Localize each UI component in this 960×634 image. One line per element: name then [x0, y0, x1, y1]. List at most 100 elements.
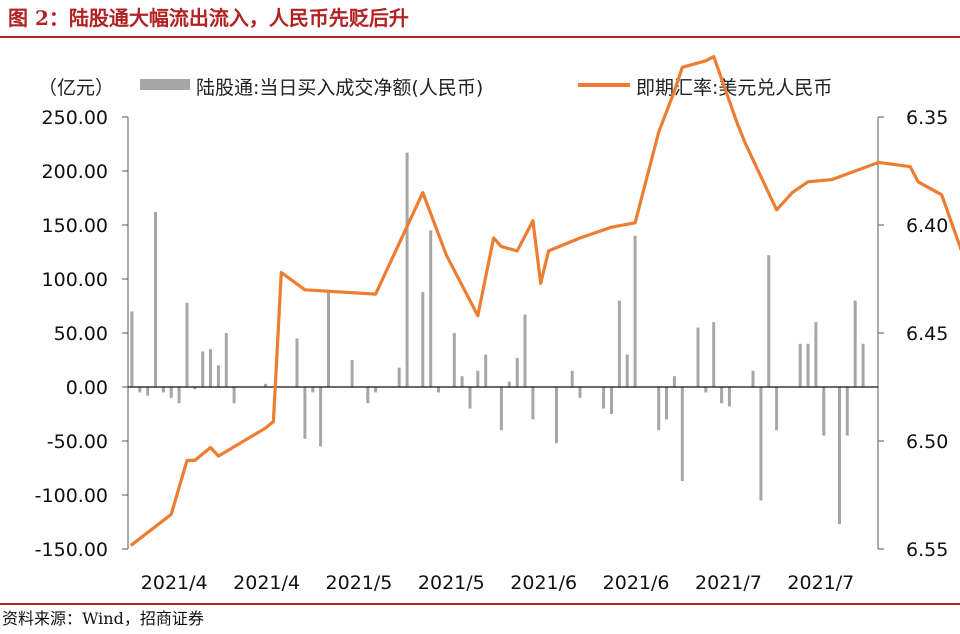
legend-bar-swatch: [140, 79, 190, 90]
data-bar: [602, 387, 606, 409]
right-y-axis: 6.35 6.40 6.45 6.50 6.55: [877, 107, 948, 561]
data-bar: [720, 387, 724, 404]
x-axis-tick-label: 2021/6: [510, 572, 577, 594]
data-bar: [845, 387, 849, 436]
data-bar: [798, 343, 802, 387]
legend-unit-label: （亿元）: [38, 77, 114, 99]
data-bar: [555, 387, 558, 444]
data-bar: [146, 387, 150, 396]
data-bar: [610, 387, 613, 414]
data-bar: [515, 357, 519, 387]
x-axis-tick-label: 2021/5: [418, 572, 485, 594]
x-axis-tick-label: 2021/7: [695, 572, 762, 594]
data-bar: [499, 387, 503, 431]
chart-title: 图 2：陆股通大幅流出流入，人民币先贬后升: [8, 6, 409, 30]
data-bar: [366, 387, 370, 404]
data-bar: [814, 322, 818, 387]
data-bar: [161, 387, 165, 393]
legend: （亿元） 陆股通:当日买入成交净额(人民币) 即期汇率:美元兑人民币: [38, 77, 832, 99]
data-bar: [216, 365, 220, 387]
data-bar: [727, 387, 731, 407]
data-bar: [704, 387, 708, 393]
right-axis-tick-label: 6.55: [906, 539, 948, 561]
data-bar: [201, 351, 205, 387]
data-bar: [193, 387, 197, 390]
data-bar: [625, 354, 629, 387]
data-bar: [759, 387, 763, 501]
data-bar: [209, 349, 212, 387]
right-axis-tick-label: 6.40: [906, 215, 948, 237]
x-axis-tick-label: 2021/5: [326, 572, 393, 594]
left-axis-tick-label: 250.00: [42, 107, 108, 129]
data-bar: [838, 387, 841, 525]
data-bar: [767, 255, 771, 387]
legend-bar-label: 陆股通:当日买入成交净额(人民币): [196, 77, 483, 99]
data-bar: [570, 370, 574, 387]
left-axis-tick-label: -50.00: [47, 431, 108, 453]
left-axis-tick-label: 200.00: [42, 161, 108, 183]
left-axis-tick-label: -150.00: [35, 539, 108, 561]
data-bar: [185, 302, 189, 387]
data-bar: [775, 387, 779, 431]
data-bar: [712, 322, 716, 387]
data-bar: [319, 387, 323, 447]
data-bar: [657, 387, 661, 431]
data-bar: [224, 333, 228, 387]
line-series: [130, 54, 960, 547]
data-bar: [429, 230, 433, 387]
data-bar: [468, 387, 472, 409]
data-bar: [476, 370, 480, 387]
data-bar: [665, 387, 668, 420]
data-bar: [484, 354, 488, 387]
data-bar: [397, 367, 401, 387]
title-rule: [0, 36, 960, 38]
footer-rule: [0, 603, 960, 605]
data-bar: [578, 387, 582, 398]
data-bar: [169, 387, 173, 398]
data-bar: [154, 212, 157, 387]
data-bar: [672, 376, 676, 387]
data-bar: [452, 333, 456, 387]
fx-rate-line: [130, 54, 960, 547]
data-bar: [374, 387, 378, 393]
data-bar: [507, 381, 511, 387]
chart-svg: （亿元） 陆股通:当日买入成交净额(人民币) 即期汇率:美元兑人民币 250.0…: [35, 54, 960, 594]
left-axis-tick-label: 100.00: [42, 269, 108, 291]
data-bar: [617, 300, 621, 387]
data-bar: [861, 343, 865, 387]
bar-series: [130, 152, 865, 525]
data-bar: [311, 387, 315, 393]
x-axis-tick-label: 2021/4: [233, 572, 300, 594]
right-axis-tick-label: 6.45: [906, 323, 948, 345]
source-note: 资料来源：Wind，招商证券: [2, 609, 204, 628]
data-bar: [264, 383, 268, 387]
data-bar: [138, 387, 142, 393]
data-bar: [751, 370, 755, 387]
left-y-axis: 250.00 200.00 150.00 100.00 50.00 0.00 -50.00 -…: [35, 107, 129, 561]
left-axis-tick-label: 0.00: [66, 377, 108, 399]
data-bar: [680, 387, 684, 481]
data-bar: [295, 338, 299, 387]
right-axis-tick-label: 6.35: [906, 107, 948, 129]
data-bar: [350, 360, 354, 387]
data-bar: [853, 300, 857, 387]
left-axis-tick-label: -100.00: [35, 485, 108, 507]
data-bar: [437, 387, 440, 393]
data-bar: [421, 292, 425, 387]
data-bar: [130, 311, 134, 387]
x-axis-tick-label: 2021/6: [603, 572, 670, 594]
data-bar: [696, 327, 700, 387]
data-bar: [822, 387, 826, 436]
data-bar: [177, 387, 181, 404]
x-axis-tick-label: 2021/7: [787, 572, 854, 594]
data-bar: [633, 235, 637, 387]
data-bar: [327, 289, 330, 387]
left-axis-tick-label: 150.00: [42, 215, 108, 237]
x-axis-labels: 2021/4 2021/4 2021/5 2021/5 2021/6 2021/6 2021…: [141, 572, 854, 594]
legend-line-label: 即期汇率:美元兑人民币: [636, 77, 832, 99]
data-bar: [460, 376, 464, 387]
left-axis-tick-label: 50.00: [54, 323, 108, 345]
data-bar: [303, 387, 307, 439]
data-bar: [523, 314, 527, 387]
x-axis-tick-label: 2021/4: [141, 572, 208, 594]
